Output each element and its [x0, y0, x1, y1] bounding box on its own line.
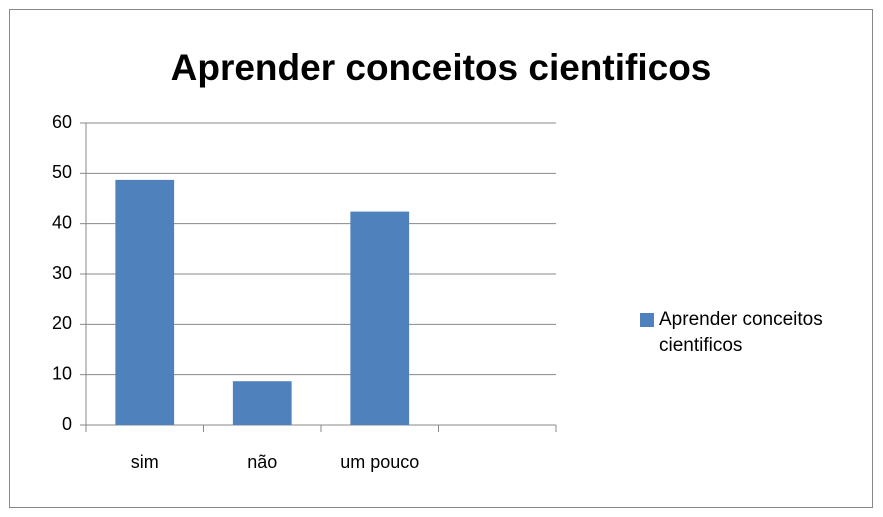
x-tick-label: um pouco — [340, 452, 419, 472]
chart-title: Aprender conceitos cientificos — [171, 47, 712, 88]
y-tick-label: 60 — [52, 112, 72, 132]
y-tick-label: 10 — [52, 363, 72, 383]
y-tick-label: 0 — [62, 414, 72, 434]
y-tick-label: 50 — [52, 162, 72, 182]
y-tick-label: 20 — [52, 313, 72, 333]
legend: Aprender conceitos cientificos — [640, 307, 870, 359]
bar — [232, 381, 292, 425]
y-tick-label: 40 — [52, 212, 72, 232]
legend-label: Aprender conceitos cientificos — [659, 309, 823, 356]
legend-swatch — [640, 313, 654, 327]
y-tick-label: 30 — [52, 263, 72, 283]
bar — [115, 179, 175, 425]
x-tick-label: sim — [131, 452, 159, 472]
bar — [350, 211, 410, 425]
x-tick-label: não — [247, 452, 277, 472]
